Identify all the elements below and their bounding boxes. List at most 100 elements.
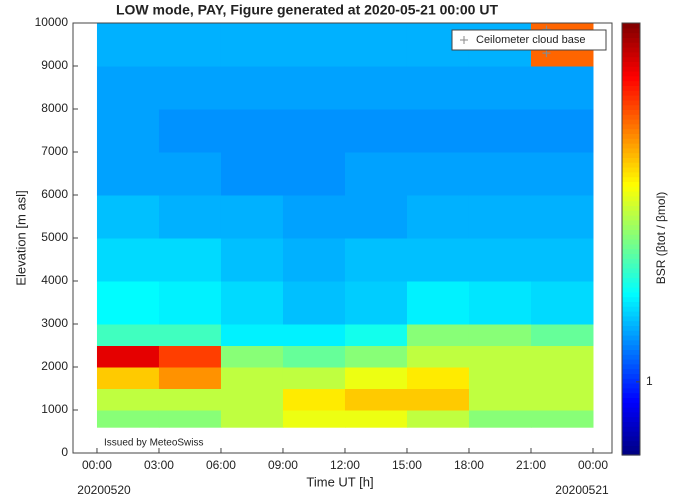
colorbar-step [622,71,640,77]
credit: Issued by MeteoSwiss [104,438,204,449]
heatmap-cell [344,345,408,368]
colorbar-step [622,378,640,384]
heatmap-cell [344,195,408,239]
heatmap-cell [468,238,532,282]
heatmap-cell [406,345,470,368]
heatmap-cell [158,345,222,368]
colorbar-step [622,119,640,125]
heatmap-cell [96,410,160,428]
colorbar-step [622,224,640,230]
heatmap-cell [282,109,346,153]
heatmap-cell [220,195,284,239]
colorbar-step [622,205,640,211]
colorbar-step [622,397,640,403]
colorbar-step [622,85,640,91]
heatmap-cell [530,152,594,196]
colorbar-step [622,37,640,43]
colorbar-step [622,42,640,48]
heatmap-cell [282,324,346,346]
colorbar-step [622,440,640,446]
heatmap-cell [282,281,346,325]
heatmap-cell [96,152,160,196]
heatmap-cell [220,152,284,196]
colorbar-step [622,51,640,58]
colorbar-step [622,109,640,115]
colorbar-step [622,171,640,178]
heatmap-cell [96,324,160,346]
heatmap-cell [344,238,408,282]
colorbar-step [622,90,640,96]
heatmap-cell [344,281,408,325]
heatmap-cell [344,324,408,346]
colorbar-step [622,349,640,355]
heatmap-cell [220,388,284,411]
colorbar-step [622,411,640,418]
date-label: 20200520 [77,483,131,497]
colorbar-step [622,75,640,82]
heatmap-cell [468,324,532,346]
heatmap-cell [468,281,532,325]
colorbar-step [622,123,640,130]
colorbar-step [622,287,640,293]
heatmap-cell [530,66,594,110]
colorbar-step [622,186,640,192]
heatmap-cell [158,66,222,110]
heatmap-cell [282,23,346,67]
y-axis-label: Elevation [m asl] [13,190,28,285]
colorbar-step [622,450,640,456]
heatmap-cell [220,324,284,346]
colorbar-step [622,291,640,298]
heatmap-cell [158,281,222,325]
heatmap-cell [282,345,346,368]
colorbar-step [622,344,640,350]
heatmap-cell [158,238,222,282]
legend-label: Ceilometer cloud base [476,34,585,46]
heatmap-cell [406,152,470,196]
colorbar-step [622,421,640,427]
heatmap-cell [406,66,470,110]
colorbar-step [622,282,640,288]
heatmap-cell [282,195,346,239]
x-tick-label: 18:00 [454,458,484,472]
colorbar-step [622,373,640,379]
colorbar-step [622,47,640,53]
colorbar-step [622,392,640,398]
heatmap-cell [530,410,594,428]
colorbar-step [622,23,640,29]
x-tick-label: 00:00 [578,458,608,472]
colorbar-step [622,426,640,432]
heatmap-cell [406,281,470,325]
colorbar-step [622,95,640,101]
heatmap-cell [530,324,594,346]
colorbar-step [622,32,640,38]
colorbar-step [622,330,640,336]
x-tick-label: 12:00 [330,458,360,472]
colorbar-frame [621,22,641,456]
heatmap-cell [530,195,594,239]
colorbar-step [622,263,640,269]
colorbar-step [622,301,640,307]
heatmap-cell [530,367,594,389]
colorbar-step [622,431,640,437]
colorbar-step [622,267,640,274]
heatmap-cell [158,324,222,346]
colorbar-step [622,191,640,197]
heatmap-cell [468,410,532,428]
colorbar-step [622,239,640,245]
colorbar-step [622,104,640,110]
heatmap-cell [158,367,222,389]
legend-marker [460,36,468,44]
heatmap-cell [158,23,222,67]
colorbar-step [622,147,640,154]
heatmap-cell [282,410,346,428]
y-tick-label: 0 [61,445,68,459]
colorbar-step [622,157,640,163]
colorbar-step [622,296,640,302]
heatmap-cell [406,324,470,346]
heatmap-cell [96,345,160,368]
colorbar-step [622,445,640,451]
heatmap-cell [96,367,160,389]
heatmap-cell [530,388,594,411]
heatmap-cell [344,388,408,411]
